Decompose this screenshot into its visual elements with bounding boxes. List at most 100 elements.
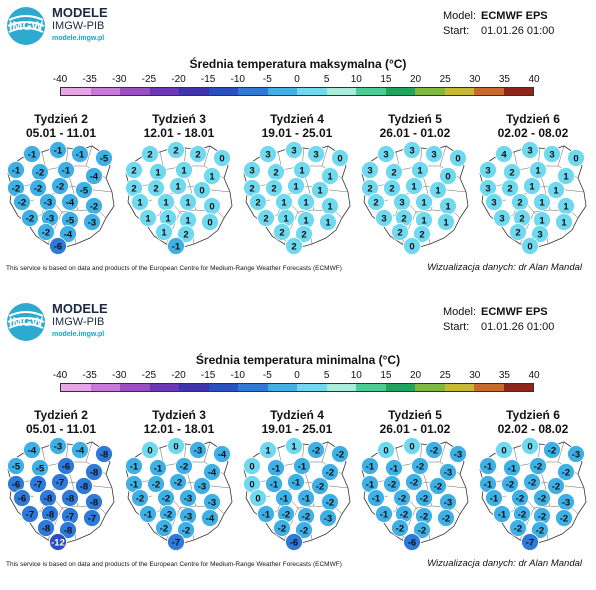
value-marker xyxy=(61,489,79,507)
value-label: 2 xyxy=(519,214,524,225)
value-marker xyxy=(479,457,497,475)
value-marker xyxy=(485,489,503,507)
value-label: 1 xyxy=(325,218,331,229)
value-label: 0 xyxy=(527,442,532,453)
colorbar-tick-label: -40 xyxy=(52,74,68,85)
value-marker xyxy=(71,145,89,163)
colorbar-tick-label: 30 xyxy=(469,74,481,85)
value-marker xyxy=(567,445,585,463)
value-marker xyxy=(567,149,585,167)
value-marker xyxy=(193,477,211,495)
value-label: -2 xyxy=(182,526,190,537)
value-label: 3 xyxy=(291,146,296,157)
value-marker xyxy=(285,237,303,255)
value-label: -2 xyxy=(548,446,556,457)
value-marker xyxy=(479,161,497,179)
colorbar-segment xyxy=(415,384,445,391)
value-label: -6 xyxy=(290,538,298,549)
value-label: 3 xyxy=(549,150,554,161)
value-label: -1 xyxy=(154,464,163,475)
value-label: -1 xyxy=(372,494,381,505)
colorbar-tick-label: 25 xyxy=(439,74,451,85)
value-marker xyxy=(493,209,511,227)
value-label: -7 xyxy=(172,538,180,549)
value-marker xyxy=(155,223,173,241)
value-label: -6 xyxy=(54,242,62,253)
week-header: Tydzień 4 19.01 - 25.01 xyxy=(238,408,356,436)
value-label: -8 xyxy=(44,494,52,505)
brand-url[interactable]: modele.imgw.pl xyxy=(52,35,105,42)
week-header: Tydzień 2 05.01 - 11.01 xyxy=(2,408,120,436)
value-label: 1 xyxy=(303,198,309,209)
value-label: 3 xyxy=(367,166,372,177)
value-marker xyxy=(51,177,69,195)
value-label: 2 xyxy=(509,168,514,179)
value-label: -3 xyxy=(444,468,452,479)
value-marker xyxy=(75,477,93,495)
value-label: -4 xyxy=(28,446,37,457)
value-label: -2 xyxy=(326,498,334,509)
value-marker xyxy=(485,193,503,211)
start-value: 01.01.26 01:00 xyxy=(481,25,555,37)
colorbar-segment xyxy=(120,384,150,391)
value-marker xyxy=(131,489,149,507)
colorbar-tick-label: -15 xyxy=(200,74,216,85)
week-dates: 26.01 - 01.02 xyxy=(379,422,451,436)
value-marker xyxy=(61,193,79,211)
value-label: 1 xyxy=(175,182,181,193)
value-marker xyxy=(29,475,47,493)
value-marker xyxy=(383,179,401,197)
value-marker xyxy=(141,441,159,459)
value-label: 3 xyxy=(491,198,496,209)
value-marker xyxy=(321,167,339,185)
week-dates: 02.02 - 08.02 xyxy=(497,422,569,436)
value-label: -3 xyxy=(88,218,96,229)
value-marker xyxy=(391,519,409,537)
value-marker xyxy=(51,473,69,491)
colorbar-segment xyxy=(90,88,120,95)
value-marker xyxy=(167,237,185,255)
value-label: -5 xyxy=(100,154,109,165)
value-label: -1 xyxy=(54,146,63,157)
value-label: 2 xyxy=(173,146,178,157)
colorbar-segment xyxy=(503,88,533,95)
value-label: 3 xyxy=(249,166,254,177)
value-marker xyxy=(361,161,379,179)
week-header: Tydzień 5 26.01 - 01.02 xyxy=(356,112,474,140)
value-label: 0 xyxy=(249,480,254,491)
value-label: -1 xyxy=(130,480,139,491)
brand-url[interactable]: modele.imgw.pl xyxy=(52,331,105,338)
value-label: -2 xyxy=(560,514,568,525)
start-label: Start: xyxy=(443,25,470,37)
value-label: -2 xyxy=(410,478,418,489)
colorbar-tick-label: -35 xyxy=(82,370,97,381)
value-marker xyxy=(415,489,433,507)
value-marker xyxy=(265,179,283,197)
value-label: -4 xyxy=(76,446,85,457)
colorbar-tick-label: -35 xyxy=(82,74,97,85)
value-label: 1 xyxy=(417,166,423,177)
value-label: 0 xyxy=(409,242,414,253)
value-label: 1 xyxy=(539,216,545,227)
value-marker xyxy=(83,509,101,527)
value-marker xyxy=(49,237,67,255)
value-label: 1 xyxy=(529,182,535,193)
colorbar-segment xyxy=(385,88,415,95)
value-marker xyxy=(169,473,187,491)
value-label: -2 xyxy=(536,526,544,537)
source-note: This service is based on data and produc… xyxy=(6,561,342,568)
value-label: -7 xyxy=(66,512,74,523)
model-value: ECMWF EPS xyxy=(481,306,548,318)
value-marker xyxy=(501,475,519,493)
value-label: 1 xyxy=(299,166,305,177)
value-marker xyxy=(57,161,75,179)
value-marker xyxy=(147,179,165,197)
value-label: 2 xyxy=(389,184,394,195)
value-marker xyxy=(413,225,431,243)
value-marker xyxy=(23,145,41,163)
value-label: -2 xyxy=(36,168,44,179)
colorbar-tick-label: 10 xyxy=(350,370,362,381)
value-marker xyxy=(307,441,325,459)
value-label: -7 xyxy=(88,514,96,525)
value-marker xyxy=(57,457,75,475)
